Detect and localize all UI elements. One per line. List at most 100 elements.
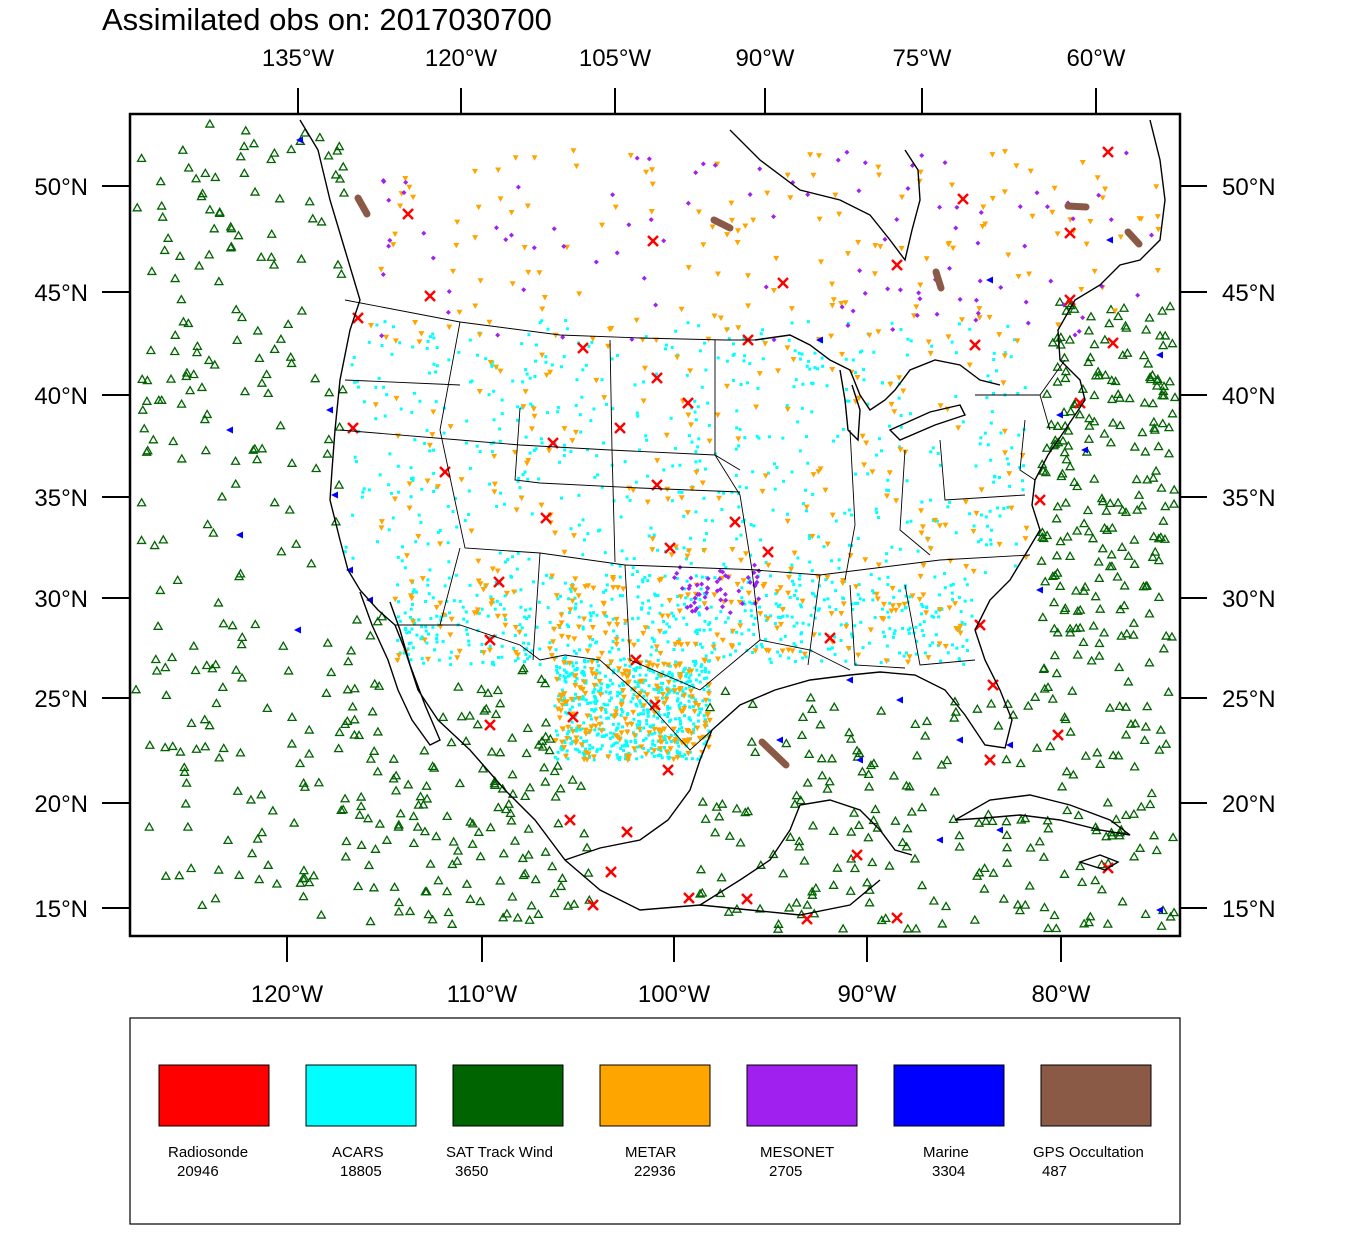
sat-wind-marker [902,823,913,833]
sat-wind-marker [530,874,541,884]
acars-marker [704,518,708,522]
acars-marker [663,347,667,351]
acars-marker [660,756,664,760]
sat-wind-marker [746,736,757,746]
sat-wind-marker [441,886,453,896]
acars-marker [768,657,772,661]
mesonet-marker [718,597,724,603]
acars-marker [751,470,755,474]
sat-wind-marker [347,701,358,711]
mesonet-marker [1025,320,1031,326]
sat-wind-marker [1114,830,1125,840]
acars-marker [611,682,615,686]
metar-marker [486,647,493,654]
acars-marker [467,489,471,493]
sat-wind-marker [791,897,802,907]
metar-marker [714,161,721,168]
acars-marker [856,537,860,541]
acars-marker [661,681,665,685]
metar-marker [565,724,572,731]
sat-wind-marker [475,896,486,906]
sat-wind-marker [165,373,177,383]
metar-marker [859,433,866,440]
sat-wind-marker [1147,551,1158,561]
acars-marker [606,703,610,707]
metar-marker [917,282,924,289]
sat-wind-marker [539,678,551,688]
acars-marker [489,441,493,445]
sat-wind-marker [1148,830,1160,840]
sat-wind-marker [341,836,352,846]
acars-marker [647,733,651,737]
acars-marker [899,425,903,429]
acars-marker [666,755,670,759]
acars-marker [640,704,644,708]
sat-wind-marker [447,919,458,928]
metar-marker [556,698,563,704]
acars-marker [724,566,728,570]
sat-wind-marker [176,398,187,408]
metar-marker [512,155,519,161]
metar-marker [503,590,510,597]
radiosonde-stroke [347,422,359,434]
acars-marker [640,688,644,692]
sat-wind-marker [248,444,259,454]
acars-marker [615,726,619,730]
acars-marker [943,586,947,590]
sat-wind-marker [393,821,404,831]
acars-marker [834,589,838,593]
metar-marker [510,589,517,596]
radiosonde-stroke [564,814,576,826]
acars-marker [730,490,734,494]
acars-marker [869,573,873,577]
sat-wind-marker [174,251,186,260]
acars-marker [876,516,880,520]
acars-marker [644,335,648,339]
sat-wind-marker [419,745,430,755]
metar-marker [522,389,529,395]
acars-marker [567,730,571,734]
acars-marker [707,729,711,733]
acars-marker [411,646,415,650]
sat-wind-marker [697,887,708,897]
sat-wind-marker [1059,447,1070,457]
legend-swatch [746,1064,858,1127]
sat-wind-marker [145,345,157,355]
acars-marker [963,577,967,581]
acars-marker [484,357,488,361]
marine-marker [846,676,853,684]
acars-marker [378,473,382,477]
metar-marker [737,557,744,564]
acars-marker [898,547,902,551]
acars-marker [809,613,813,617]
bottom-lon-label: 110°W [447,981,518,1008]
acars-marker [726,616,730,620]
metar-marker [711,313,718,320]
acars-marker [632,693,636,697]
acars-marker [432,448,436,452]
sat-wind-marker [313,777,324,787]
acars-marker [523,615,527,619]
sat-wind-marker [286,144,297,154]
acars-marker [548,641,552,645]
acars-marker [962,662,966,666]
acars-marker [905,353,909,357]
acars-marker [630,688,634,692]
sat-wind-marker [1153,555,1164,565]
acars-marker [413,621,417,625]
sat-wind-marker [236,312,248,322]
acars-marker [558,673,562,677]
sat-wind-marker [256,827,268,837]
acars-marker [575,378,579,382]
metar-marker [861,462,868,468]
acars-marker [1005,457,1009,461]
acars-marker [820,356,824,360]
metar-marker [942,522,949,529]
metar-marker [622,618,629,625]
sat-wind-marker [1067,685,1078,695]
acars-marker [742,359,746,363]
acars-marker [643,690,647,694]
acars-marker [992,480,996,484]
acars-marker [985,396,989,400]
top-axis-labels: 135°W 120°W 105°W 90°W 75°W 60°W [262,45,1126,72]
